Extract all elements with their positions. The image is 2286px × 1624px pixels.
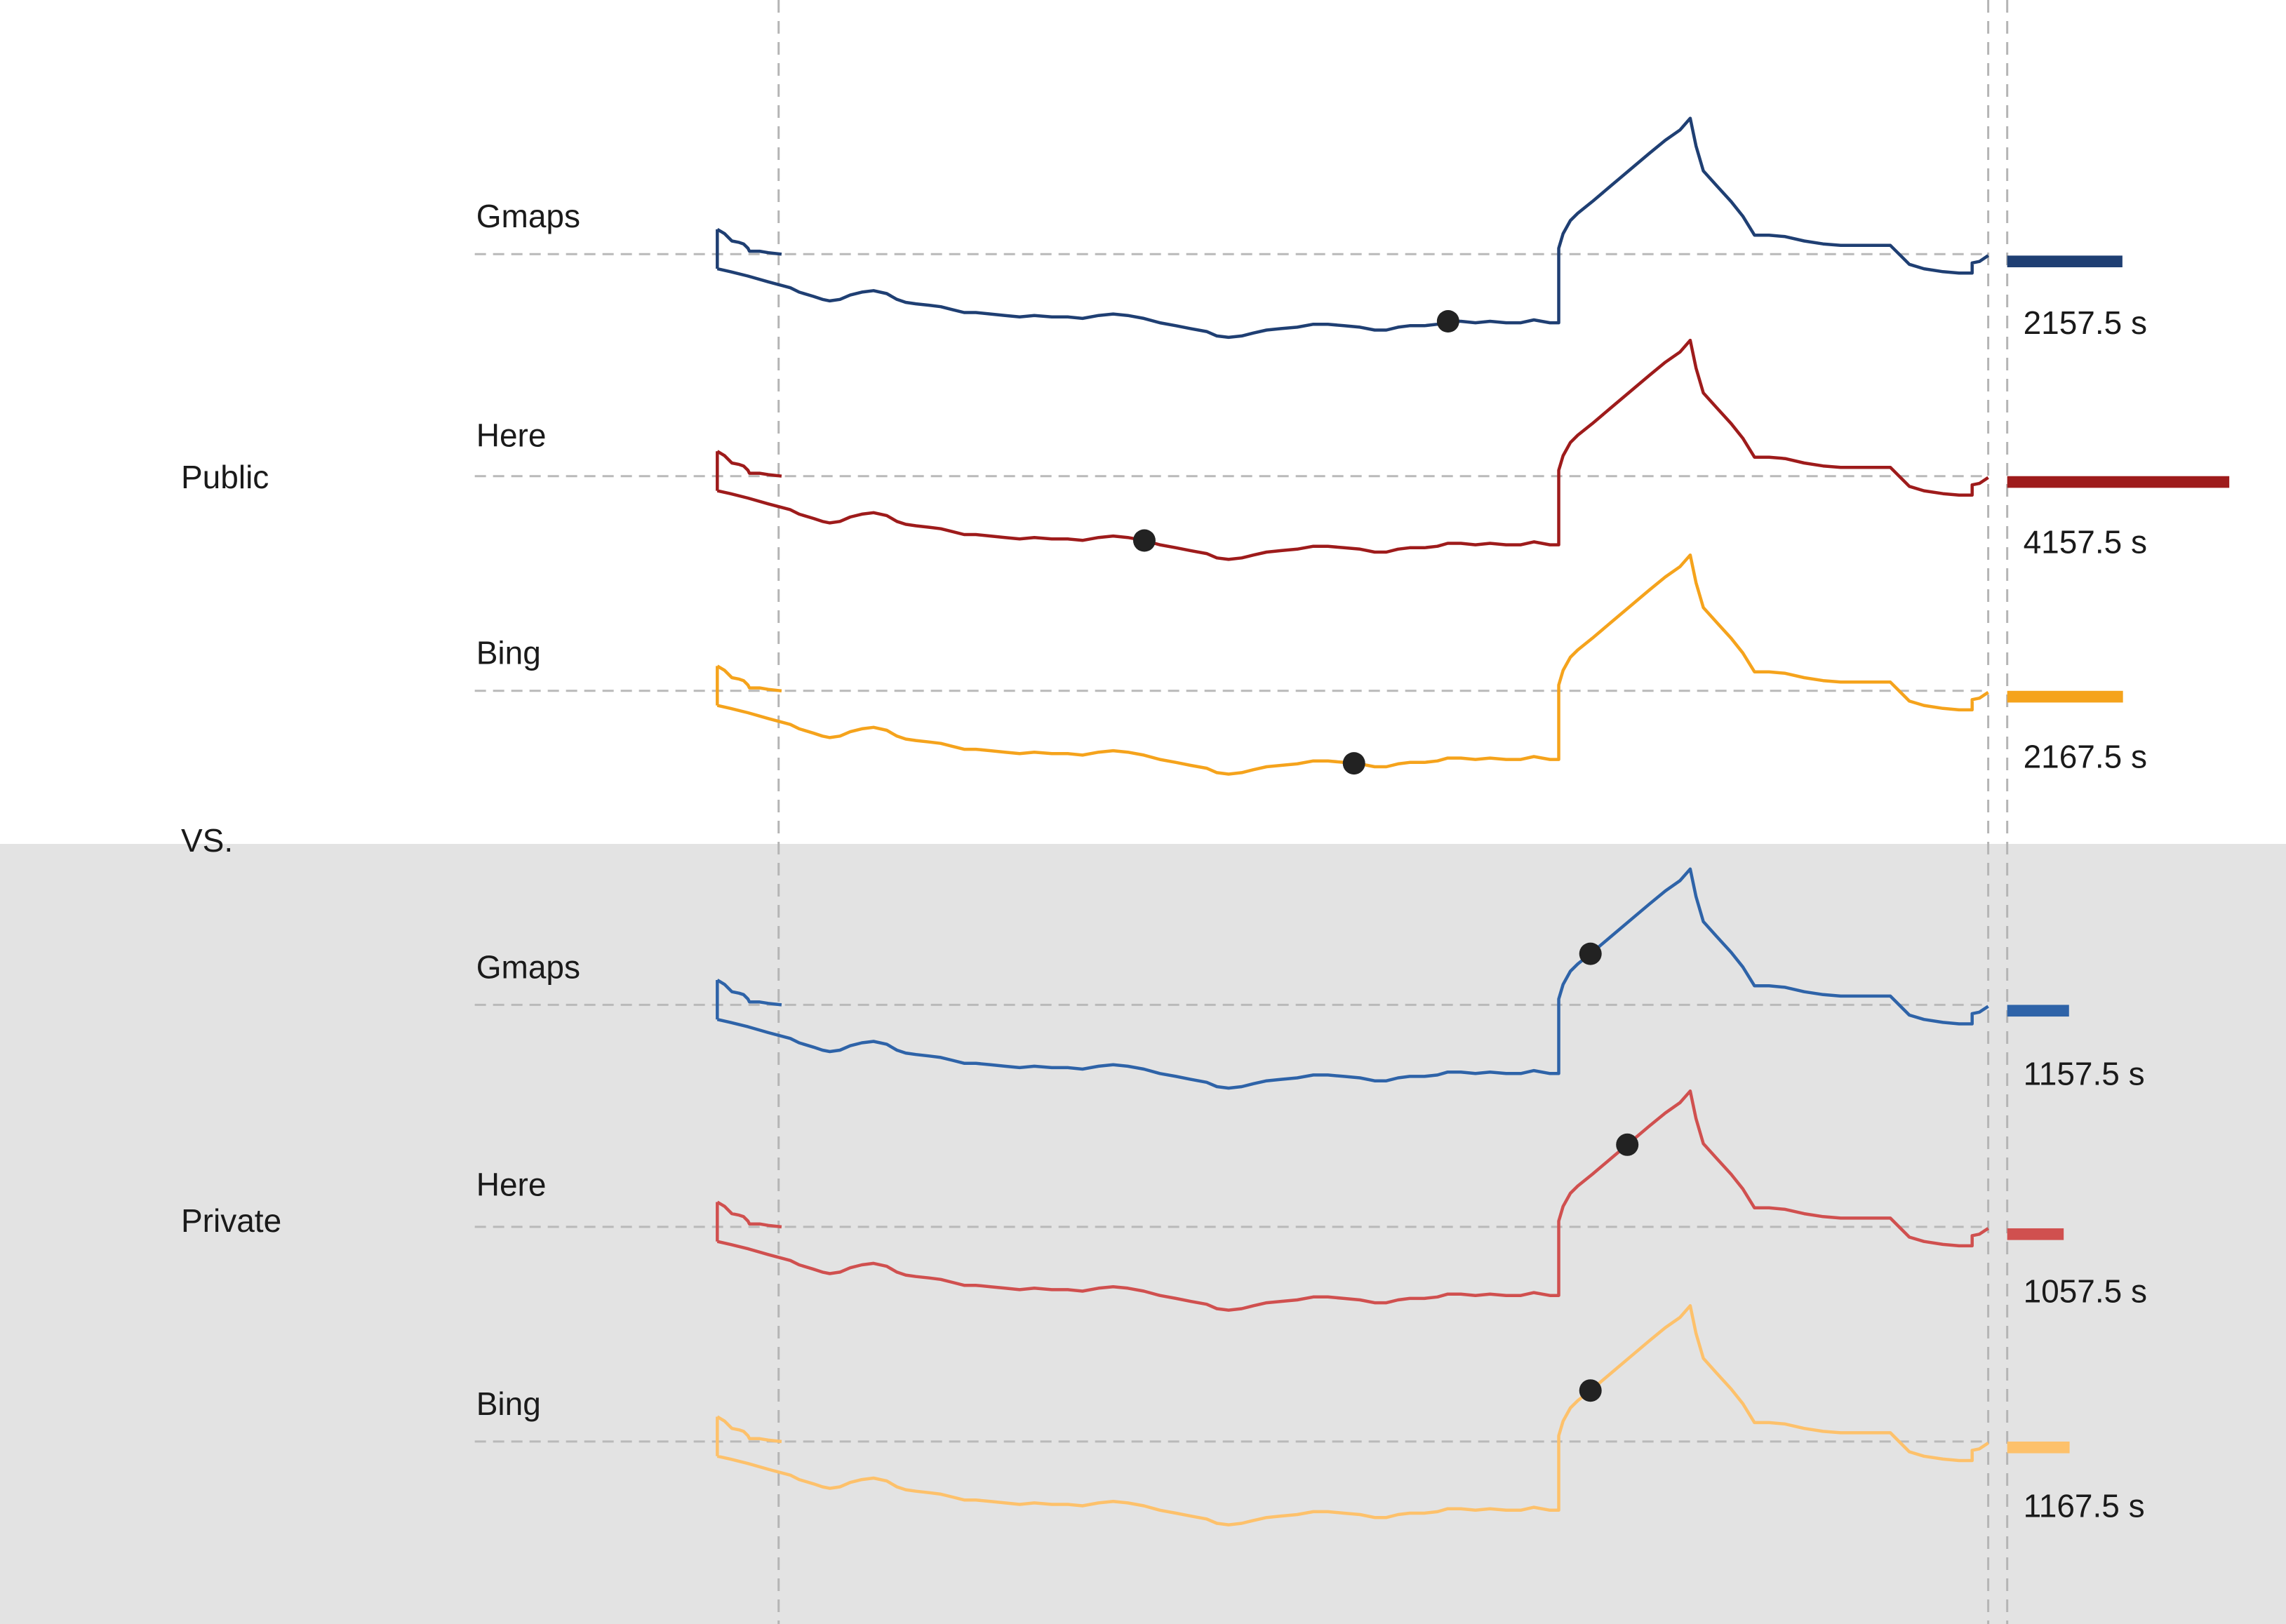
position-marker <box>1616 1133 1639 1156</box>
series-row: Gmaps 1157.5 s <box>474 867 2145 1092</box>
duration-label: 1167.5 s <box>2024 1488 2145 1524</box>
duration-label: 4157.5 s <box>2024 523 2147 560</box>
series-label: Here <box>476 1167 547 1203</box>
group-label-public: Public <box>181 459 269 495</box>
series-label: Gmaps <box>476 948 580 985</box>
duration-bar <box>2007 690 2123 703</box>
position-marker <box>1579 1379 1602 1402</box>
duration-label: 1057.5 s <box>2024 1273 2147 1309</box>
profile-line <box>716 867 1989 1090</box>
position-marker <box>1579 942 1602 965</box>
profile-line <box>716 338 1989 561</box>
position-marker <box>1436 310 1459 333</box>
series-label: Here <box>476 417 547 453</box>
series-rows: Gmaps 2157.5 s Here 4157.5 s Bing 2167.5 s Gma… <box>474 116 2230 1526</box>
duration-label: 1157.5 s <box>2024 1055 2145 1092</box>
duration-bar <box>2007 476 2230 488</box>
vertical-guides <box>777 0 2009 1624</box>
series-row: Bing 2167.5 s <box>474 553 2147 776</box>
series-row: Here 1057.5 s <box>474 1089 2147 1312</box>
duration-bar <box>2007 1005 2069 1017</box>
profile-line <box>716 553 1989 776</box>
series-label: Bing <box>476 635 541 671</box>
series-row: Bing 1167.5 s <box>474 1304 2145 1526</box>
duration-bar <box>2007 1441 2070 1454</box>
position-marker <box>1342 752 1365 775</box>
series-label: Gmaps <box>476 198 580 234</box>
duration-label: 2167.5 s <box>2024 738 2147 774</box>
duration-bar <box>2007 255 2123 268</box>
series-row: Here 4157.5 s <box>474 338 2230 561</box>
series-label: Bing <box>476 1385 541 1422</box>
group-label-private: Private <box>181 1202 281 1239</box>
profile-line <box>716 1089 1989 1312</box>
separator-label: VS. <box>181 822 233 859</box>
position-marker <box>1132 529 1156 552</box>
duration-label: 2157.5 s <box>2024 304 2147 341</box>
series-row: Gmaps 2157.5 s <box>474 116 2147 341</box>
profile-line <box>716 1304 1989 1526</box>
profile-line <box>716 116 1989 340</box>
duration-bar <box>2007 1228 2064 1240</box>
